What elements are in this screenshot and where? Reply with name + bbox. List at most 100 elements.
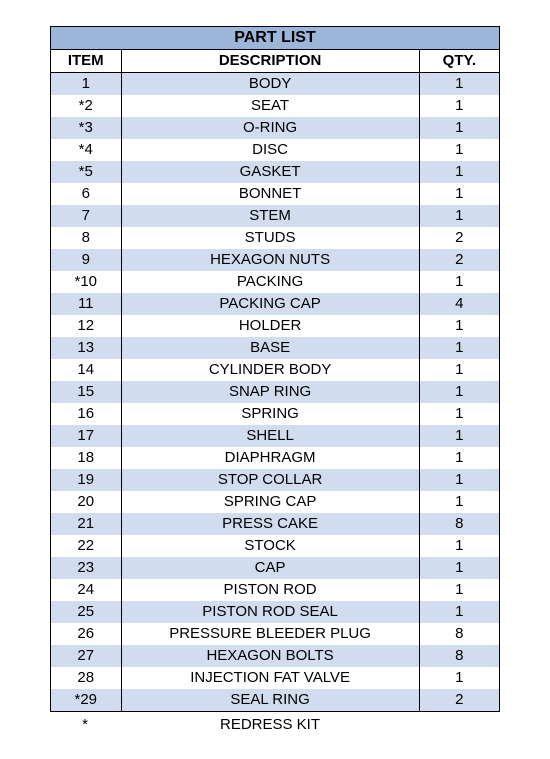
cell-qty: 1: [419, 205, 499, 227]
cell-description: SNAP RING: [121, 381, 419, 403]
table-row: *5GASKET1: [51, 161, 500, 183]
cell-qty: 1: [419, 161, 499, 183]
table-row: 26PRESSURE BLEEDER PLUG8: [51, 623, 500, 645]
cell-qty: 1: [419, 271, 499, 293]
cell-item: *10: [51, 271, 122, 293]
cell-description: PISTON ROD SEAL: [121, 601, 419, 623]
cell-qty: 2: [419, 249, 499, 271]
cell-item: 12: [51, 315, 122, 337]
table-row: 28INJECTION FAT VALVE1: [51, 667, 500, 689]
cell-item: 14: [51, 359, 122, 381]
cell-qty: 1: [419, 139, 499, 161]
cell-qty: 2: [419, 689, 499, 712]
cell-qty: 8: [419, 645, 499, 667]
table-row: 20SPRING CAP1: [51, 491, 500, 513]
cell-item: *29: [51, 689, 122, 712]
cell-qty: 4: [419, 293, 499, 315]
cell-qty: 1: [419, 403, 499, 425]
cell-description: SPRING CAP: [121, 491, 419, 513]
cell-description: BASE: [121, 337, 419, 359]
cell-item: 13: [51, 337, 122, 359]
cell-description: SEAT: [121, 95, 419, 117]
cell-description: INJECTION FAT VALVE: [121, 667, 419, 689]
footnote: *REDRESS KIT: [50, 716, 500, 733]
cell-item: 11: [51, 293, 122, 315]
cell-qty: 1: [419, 95, 499, 117]
cell-description: CAP: [121, 557, 419, 579]
footnote-text: REDRESS KIT: [120, 716, 420, 733]
cell-description: HEXAGON NUTS: [121, 249, 419, 271]
cell-description: STEM: [121, 205, 419, 227]
col-header-qty: QTY.: [419, 50, 499, 73]
table-row: *10PACKING1: [51, 271, 500, 293]
cell-item: *3: [51, 117, 122, 139]
table-title: PART LIST: [51, 27, 500, 50]
table-row: 8STUDS2: [51, 227, 500, 249]
cell-description: PISTON ROD: [121, 579, 419, 601]
cell-description: GASKET: [121, 161, 419, 183]
cell-item: 17: [51, 425, 122, 447]
table-row: 12HOLDER1: [51, 315, 500, 337]
cell-description: STUDS: [121, 227, 419, 249]
cell-description: DISC: [121, 139, 419, 161]
cell-description: DIAPHRAGM: [121, 447, 419, 469]
table-row: *29SEAL RING2: [51, 689, 500, 712]
cell-description: O-RING: [121, 117, 419, 139]
cell-description: BONNET: [121, 183, 419, 205]
table-row: 9HEXAGON NUTS2: [51, 249, 500, 271]
cell-item: 9: [51, 249, 122, 271]
cell-qty: 1: [419, 579, 499, 601]
cell-qty: 1: [419, 469, 499, 491]
cell-qty: 1: [419, 73, 499, 96]
cell-description: SPRING: [121, 403, 419, 425]
cell-description: SHELL: [121, 425, 419, 447]
cell-item: 20: [51, 491, 122, 513]
table-row: 27HEXAGON BOLTS8: [51, 645, 500, 667]
cell-item: *5: [51, 161, 122, 183]
cell-item: 25: [51, 601, 122, 623]
cell-description: BODY: [121, 73, 419, 96]
table-row: 15SNAP RING1: [51, 381, 500, 403]
cell-description: STOCK: [121, 535, 419, 557]
table-body: 1BODY1*2SEAT1*3O-RING1*4DISC1*5GASKET16B…: [51, 73, 500, 712]
cell-qty: 1: [419, 425, 499, 447]
table-row: 17SHELL1: [51, 425, 500, 447]
cell-qty: 8: [419, 623, 499, 645]
table-header-row: ITEM DESCRIPTION QTY.: [51, 50, 500, 73]
cell-qty: 1: [419, 447, 499, 469]
cell-item: 16: [51, 403, 122, 425]
cell-item: 24: [51, 579, 122, 601]
table-row: 1BODY1: [51, 73, 500, 96]
cell-item: 23: [51, 557, 122, 579]
table-row: 23CAP1: [51, 557, 500, 579]
cell-qty: 1: [419, 557, 499, 579]
cell-description: STOP COLLAR: [121, 469, 419, 491]
table-row: 6BONNET1: [51, 183, 500, 205]
cell-item: 22: [51, 535, 122, 557]
cell-qty: 1: [419, 491, 499, 513]
table-row: *3O-RING1: [51, 117, 500, 139]
cell-item: 21: [51, 513, 122, 535]
cell-qty: 1: [419, 337, 499, 359]
footnote-symbol: *: [50, 716, 120, 733]
cell-qty: 8: [419, 513, 499, 535]
cell-qty: 1: [419, 535, 499, 557]
table-row: 7STEM1: [51, 205, 500, 227]
cell-qty: 1: [419, 359, 499, 381]
cell-description: HOLDER: [121, 315, 419, 337]
cell-item: 1: [51, 73, 122, 96]
cell-item: 28: [51, 667, 122, 689]
col-header-description: DESCRIPTION: [121, 50, 419, 73]
cell-item: *2: [51, 95, 122, 117]
cell-item: 19: [51, 469, 122, 491]
cell-qty: 1: [419, 601, 499, 623]
cell-description: PACKING: [121, 271, 419, 293]
cell-description: SEAL RING: [121, 689, 419, 712]
table-row: 13BASE1: [51, 337, 500, 359]
cell-item: 15: [51, 381, 122, 403]
cell-qty: 1: [419, 667, 499, 689]
table-row: 19STOP COLLAR1: [51, 469, 500, 491]
cell-item: 8: [51, 227, 122, 249]
cell-qty: 2: [419, 227, 499, 249]
cell-item: 27: [51, 645, 122, 667]
